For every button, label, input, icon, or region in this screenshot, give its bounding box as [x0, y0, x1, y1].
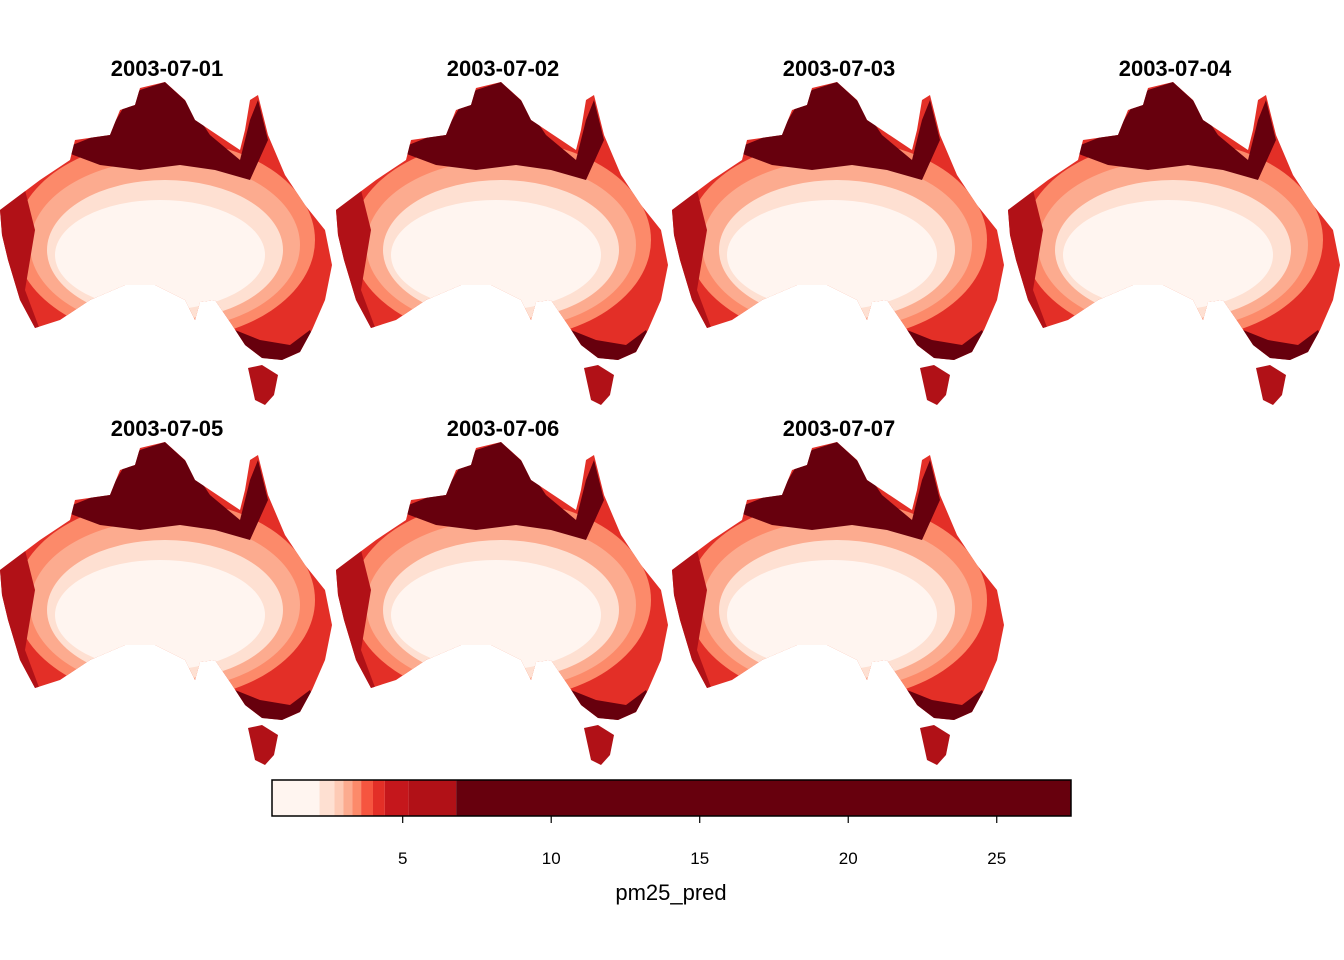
australia-map [672, 82, 1004, 405]
map-panel: 2003-07-03 [672, 56, 1004, 405]
panel-title: 2003-07-01 [111, 56, 224, 81]
legend-color-segment [319, 780, 335, 816]
australia-map [336, 442, 668, 765]
legend-color-segment [372, 780, 385, 816]
map-panel: 2003-07-07 [672, 416, 1004, 765]
panel-title: 2003-07-06 [447, 416, 560, 441]
legend-title: pm25_pred [615, 880, 726, 905]
legend-bar-border [271, 779, 1072, 817]
legend-color-segment [352, 780, 362, 816]
australia-map [0, 82, 332, 405]
map-panel: 2003-07-02 [336, 56, 668, 405]
legend-tick-label: 15 [690, 849, 709, 868]
panel-title: 2003-07-05 [111, 416, 224, 441]
legend-tick-label: 10 [542, 849, 561, 868]
map-panel: 2003-07-01 [0, 56, 332, 405]
map-panel: 2003-07-06 [336, 416, 668, 765]
australia-map [0, 442, 332, 765]
map-panel: 2003-07-05 [0, 416, 332, 765]
legend-color-segment [334, 780, 344, 816]
map-panel: 2003-07-04 [1008, 56, 1340, 405]
australia-map [1008, 82, 1340, 405]
panel-title: 2003-07-07 [783, 416, 896, 441]
legend-tick-label: 5 [398, 849, 407, 868]
legend-color-segment [343, 780, 353, 816]
legend-color-segment [384, 780, 409, 816]
legend-tick-label: 25 [987, 849, 1006, 868]
legend-color-segment [408, 780, 457, 816]
panel-title: 2003-07-04 [1119, 56, 1232, 81]
australia-map [336, 82, 668, 405]
legend-tick-label: 20 [839, 849, 858, 868]
legend-color-segment [272, 780, 320, 816]
australia-map [672, 442, 1004, 765]
panel-title: 2003-07-03 [783, 56, 896, 81]
panel-title: 2003-07-02 [447, 56, 560, 81]
legend-color-segment [456, 780, 1071, 816]
legend-color-segment [361, 780, 373, 816]
legend: 5 10 15 20 25 pm25_pred [271, 779, 1072, 905]
map-panels: 2003-07-01 2003-07-02 2003-07-03 2003-07-04… [0, 56, 1340, 765]
